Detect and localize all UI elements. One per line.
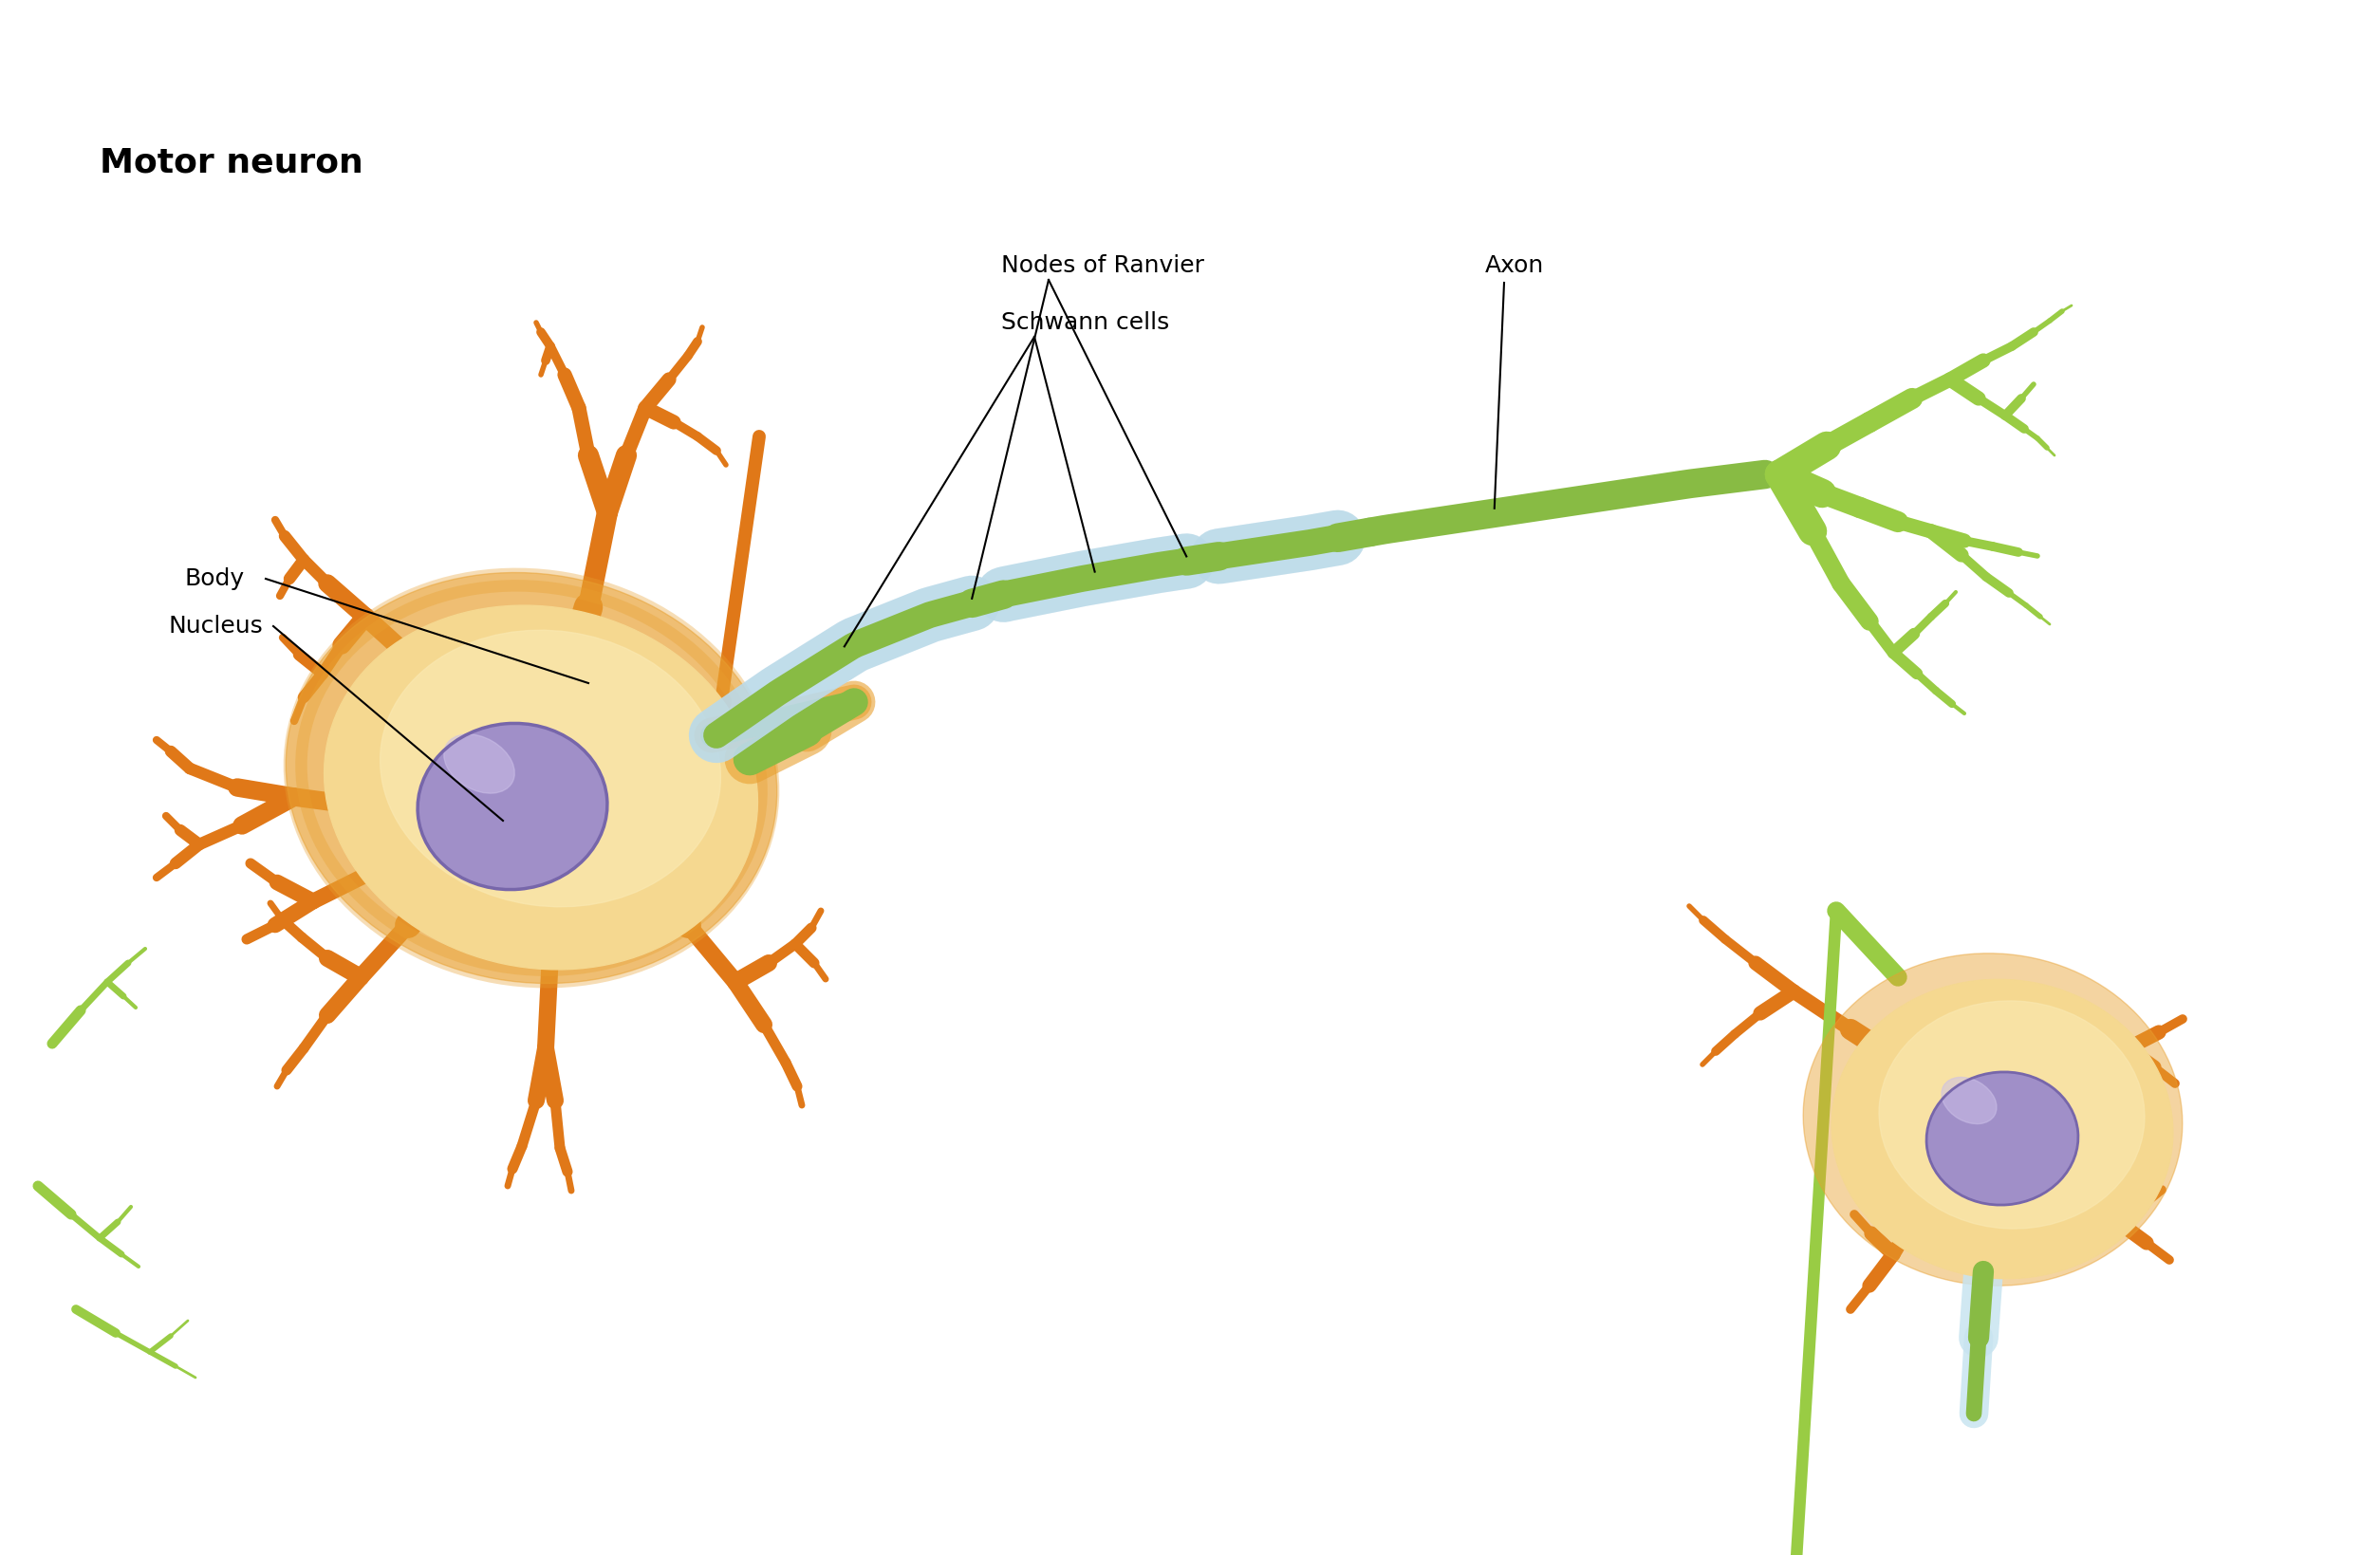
Ellipse shape [1942,1078,1997,1124]
Text: Nucleus: Nucleus [169,614,264,638]
Ellipse shape [1878,1001,2144,1228]
Ellipse shape [443,734,514,793]
Text: Body: Body [186,568,245,589]
Text: Nodes of Ranvier: Nodes of Ranvier [1002,255,1204,277]
Ellipse shape [1833,980,2173,1278]
Ellipse shape [295,580,766,977]
Text: Axon: Axon [1485,255,1545,277]
Ellipse shape [324,605,757,969]
Ellipse shape [1804,953,2182,1286]
Text: Motor neuron: Motor neuron [100,148,364,179]
Ellipse shape [416,723,607,889]
Ellipse shape [286,572,776,983]
Ellipse shape [1925,1071,2078,1205]
Text: Schwann cells: Schwann cells [1002,311,1169,334]
Ellipse shape [381,630,721,907]
